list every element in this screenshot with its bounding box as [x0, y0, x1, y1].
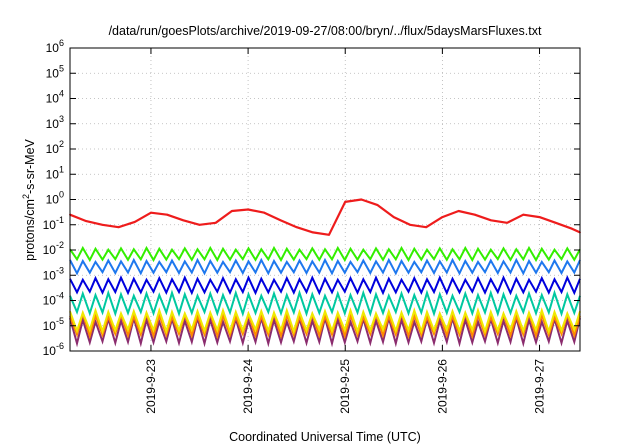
plot-frame [69, 47, 581, 352]
flux-data-point [571, 227, 573, 230]
y-tick-label: 10-6 [43, 341, 64, 358]
y-tick-base: 10 [43, 344, 57, 358]
flux-series-line [69, 310, 581, 340]
flux-data-point [133, 221, 136, 223]
y-tick-exponent: -3 [56, 265, 64, 275]
y-tick-label: 100 [46, 190, 64, 207]
flux-data-point [376, 204, 379, 207]
flux-data-point [279, 219, 282, 222]
y-tick-base: 10 [43, 218, 57, 232]
flux-series-line [69, 314, 581, 348]
y-axis-label: protons/cm2-s-sr-MeV [21, 138, 37, 260]
y-tick-exponent: -4 [56, 291, 64, 301]
y-tick-base: 10 [43, 319, 57, 333]
y-tick-exponent: -6 [56, 341, 64, 351]
y-tick-base: 10 [46, 66, 60, 80]
y-tick-exponent: 2 [59, 139, 64, 149]
flux-data-point [457, 210, 460, 212]
flux-data-point [554, 221, 557, 224]
flux-series-line [69, 198, 581, 236]
y-tick-label: 10-2 [43, 240, 64, 257]
flux-data-point [295, 226, 298, 229]
flux-data-point [150, 211, 152, 214]
y-tick-exponent: 1 [59, 164, 64, 174]
x-tick-label: 2019-9-27 [533, 359, 547, 414]
flux-data-point [101, 223, 104, 226]
y-tick-base: 10 [46, 142, 60, 156]
grid-lines [70, 48, 580, 351]
y-tick-exponent: 6 [59, 38, 64, 48]
flux-data-point [506, 221, 508, 224]
y-tick-exponent: -1 [56, 215, 64, 225]
flux-data-point [473, 213, 476, 216]
y-tick-base: 10 [43, 268, 57, 282]
flux-data-point [328, 233, 330, 236]
y-tick-exponent: 0 [59, 190, 64, 200]
y-tick-base: 10 [43, 243, 57, 257]
y-tick-exponent: 3 [59, 114, 64, 124]
y-tick-exponent: 4 [59, 89, 64, 99]
flux-data-point [538, 216, 541, 219]
x-tick-labels: 2019-9-23 2019-9-24 2019-9-25 2019-9-26 2019… [144, 359, 547, 414]
flux-data-point [441, 216, 444, 219]
flux-series-line [69, 307, 581, 335]
flux-data-point [490, 219, 492, 222]
flux-series-line [69, 257, 581, 276]
flux-data-point [247, 208, 250, 211]
y-tick-exponent: 5 [59, 63, 64, 73]
flux-series-line [69, 245, 581, 263]
chart-title: /data/run/goesPlots/archive/2019-09-27/0… [109, 24, 542, 38]
flux-data-point [425, 226, 428, 229]
flux-data-point [344, 201, 347, 203]
y-tick-base: 10 [43, 294, 57, 308]
y-axis-label-sup: 2 [21, 194, 31, 199]
y-tick-label: 104 [46, 89, 64, 106]
x-tick-label: 2019-9-23 [144, 359, 158, 414]
y-tick-label: 10-3 [43, 265, 64, 282]
y-tick-label: 103 [46, 114, 64, 131]
y-tick-base: 10 [46, 117, 60, 131]
y-tick-label: 102 [46, 139, 64, 156]
y-axis-label-suffix: -s-sr-MeV [23, 138, 37, 194]
flux-data-point [522, 213, 525, 216]
flux-data-point [392, 216, 395, 219]
y-tick-exponent: -2 [56, 240, 64, 250]
flux-data-point [312, 231, 314, 234]
flux-data-point [182, 219, 185, 222]
x-tick-label: 2019-9-24 [241, 359, 255, 414]
y-tick-label: 106 [46, 38, 64, 55]
flux-data-point [117, 226, 120, 229]
y-tick-label: 101 [46, 164, 64, 181]
x-tick-label: 2019-9-25 [338, 359, 352, 414]
y-tick-base: 10 [46, 193, 60, 207]
y-tick-label: 10-4 [43, 291, 64, 308]
flux-data-point [263, 211, 266, 214]
flux-series-line [69, 275, 581, 296]
y-axis-label-prefix: protons/cm [23, 199, 37, 261]
x-tick-label: 2019-9-26 [435, 359, 449, 414]
y-tick-labels: 10-610-510-410-310-210-11001011021031041… [43, 38, 64, 358]
y-tick-base: 10 [46, 41, 60, 55]
flux-data-point [214, 221, 217, 224]
flux-data-point [198, 223, 201, 226]
flux-data-point [231, 210, 233, 212]
y-tick-base: 10 [46, 167, 60, 181]
flux-data-point [409, 223, 411, 226]
flux-data-point [360, 198, 363, 201]
flux-data-point [166, 213, 169, 216]
y-tick-label: 10-1 [43, 215, 64, 232]
x-axis-label: Coordinated Universal Time (UTC) [229, 430, 421, 444]
y-tick-label: 10-5 [43, 316, 64, 333]
flux-data-point [85, 220, 88, 223]
flux-series-line [69, 289, 581, 318]
y-tick-base: 10 [46, 92, 60, 106]
series-layer [69, 198, 581, 348]
y-tick-label: 105 [46, 63, 64, 80]
y-tick-exponent: -5 [56, 316, 64, 326]
